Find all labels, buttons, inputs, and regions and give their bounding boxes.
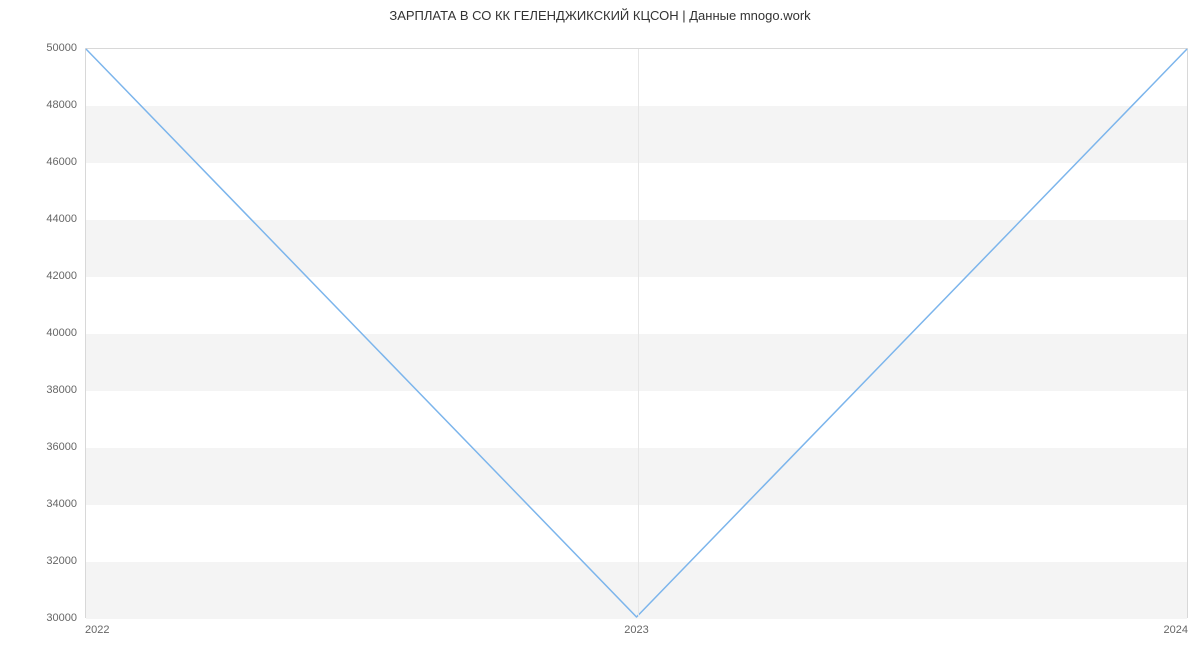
y-tick-label: 44000 — [7, 213, 77, 225]
y-tick-label: 36000 — [7, 441, 77, 453]
line-series — [86, 49, 1187, 617]
y-tick-label: 30000 — [7, 612, 77, 624]
x-tick-label: 2023 — [597, 624, 677, 636]
gridline — [638, 49, 639, 617]
x-tick-label: 2024 — [1108, 624, 1188, 636]
x-tick-label: 2022 — [85, 624, 165, 636]
y-tick-label: 34000 — [7, 498, 77, 510]
y-tick-label: 50000 — [7, 42, 77, 54]
chart-container: ЗАРПЛАТА В СО КК ГЕЛЕНДЖИКСКИЙ КЦСОН | Д… — [0, 0, 1200, 650]
y-tick-label: 40000 — [7, 327, 77, 339]
chart-title: ЗАРПЛАТА В СО КК ГЕЛЕНДЖИКСКИЙ КЦСОН | Д… — [0, 8, 1200, 23]
y-tick-label: 46000 — [7, 156, 77, 168]
y-tick-label: 42000 — [7, 270, 77, 282]
y-tick-label: 32000 — [7, 555, 77, 567]
y-tick-label: 48000 — [7, 99, 77, 111]
plot-area — [85, 48, 1188, 618]
y-tick-label: 38000 — [7, 384, 77, 396]
